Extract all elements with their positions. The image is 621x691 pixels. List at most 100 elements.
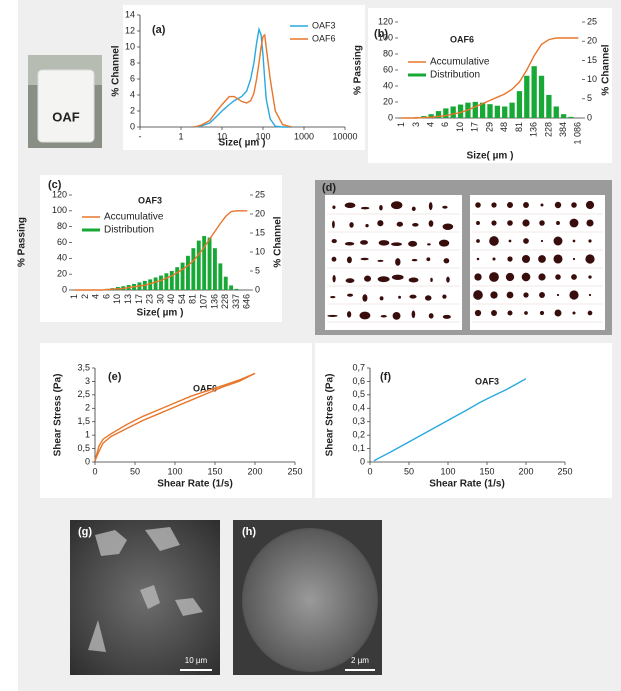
particle — [391, 242, 402, 246]
particle — [395, 258, 400, 266]
legend-label: OAF6 — [312, 33, 336, 43]
x-tick-label: 107 — [199, 294, 209, 309]
y-tick-label: 0,5 — [352, 389, 365, 399]
y-tick-label: 0 — [85, 456, 90, 466]
y-tick-label: 12 — [125, 25, 135, 35]
bar — [532, 66, 537, 118]
scale-bar-label: 10 µm — [185, 656, 208, 665]
y-tick-label: 15 — [255, 227, 265, 237]
particle — [523, 292, 528, 297]
particle — [476, 239, 480, 243]
bar — [568, 117, 573, 118]
particle — [588, 311, 593, 316]
beaker-photo: OAF — [28, 55, 102, 148]
particle — [477, 258, 480, 261]
x-tick-label: 48 — [499, 122, 509, 132]
x-tick-label: 4 — [91, 294, 101, 299]
bar — [197, 241, 201, 290]
y-tick-label: 100 — [52, 205, 67, 215]
scale-bar-label: 2 µm — [351, 656, 369, 665]
particle — [364, 276, 371, 282]
particle — [491, 220, 496, 225]
particle — [569, 290, 578, 299]
particle — [506, 273, 514, 281]
legend-label: Accumulative — [104, 212, 164, 223]
particle — [489, 272, 499, 282]
particle — [473, 290, 483, 300]
y-tick-label: 0,5 — [77, 443, 90, 453]
particle — [586, 201, 594, 209]
particle — [361, 207, 370, 209]
particle — [393, 312, 401, 320]
bar — [546, 95, 551, 118]
x-tick-label: 10 — [217, 131, 227, 141]
chart-title: OAF6 — [450, 34, 474, 44]
x-tick-label: 29 — [484, 122, 494, 132]
x-tick-label: 0 — [367, 466, 372, 476]
particle-field-left — [325, 195, 462, 330]
bar — [443, 108, 448, 118]
x-tick-label: 150 — [207, 466, 222, 476]
particle — [489, 236, 499, 246]
particle — [540, 311, 544, 315]
y-tick-label: 10 — [587, 74, 597, 84]
particle — [555, 202, 561, 208]
x-tick-label: 228 — [543, 122, 553, 137]
chart-title: OAF3 — [138, 195, 162, 205]
particle — [555, 310, 562, 317]
particle — [507, 292, 514, 299]
y-tick-label: 10 — [255, 246, 265, 256]
bar — [191, 248, 195, 290]
y-tick-label: 40 — [57, 253, 67, 263]
panel-label: (a) — [152, 24, 166, 36]
particle — [381, 315, 387, 318]
legend-label: OAF3 — [312, 20, 336, 30]
particle — [446, 277, 450, 283]
x-tick-label: 10 — [112, 294, 122, 304]
bar — [509, 103, 514, 118]
x-tick-label: 1 — [69, 294, 79, 299]
particle — [412, 223, 418, 227]
particle — [409, 277, 419, 282]
y-tick-label: 0 — [255, 284, 260, 294]
y-tick-label: 15 — [587, 55, 597, 65]
particle — [379, 240, 390, 246]
bar — [517, 91, 522, 118]
bar — [473, 102, 478, 118]
particle — [541, 204, 544, 207]
particle — [571, 274, 577, 280]
x-tick-label: 1000 — [294, 131, 314, 141]
y-tick-label: 6 — [130, 73, 135, 83]
particle — [541, 240, 543, 242]
y-tick-label: 25 — [255, 189, 265, 199]
bar — [451, 106, 456, 118]
particle — [490, 291, 497, 298]
particle — [442, 294, 446, 298]
y-tick-label: 120 — [52, 189, 67, 199]
x-tick-label: 3 — [411, 122, 421, 127]
particle — [332, 206, 335, 209]
y-tick-label: 2 — [130, 105, 135, 115]
y-axis-title: Shear Stress (Pa) — [53, 374, 64, 457]
legend-label: Accumulative — [430, 57, 490, 68]
y-tick-label: 2,5 — [77, 389, 90, 399]
particle — [426, 257, 430, 261]
bar — [175, 267, 179, 290]
particle — [392, 275, 404, 280]
particle — [555, 274, 561, 280]
panel-label: (h) — [242, 526, 256, 538]
x-tick-label: 100 — [167, 466, 182, 476]
particle — [556, 221, 560, 225]
particle-field-right — [470, 195, 605, 330]
particle — [588, 275, 591, 278]
bar — [154, 277, 158, 290]
particle — [349, 222, 353, 228]
y-tick-label: 60 — [383, 64, 393, 74]
bar — [502, 106, 507, 118]
bar — [164, 273, 168, 290]
y-tick-label: 2 — [85, 403, 90, 413]
y-tick-label: 8 — [130, 57, 135, 67]
particle — [412, 259, 418, 261]
particle — [346, 278, 355, 283]
bar — [561, 114, 566, 118]
